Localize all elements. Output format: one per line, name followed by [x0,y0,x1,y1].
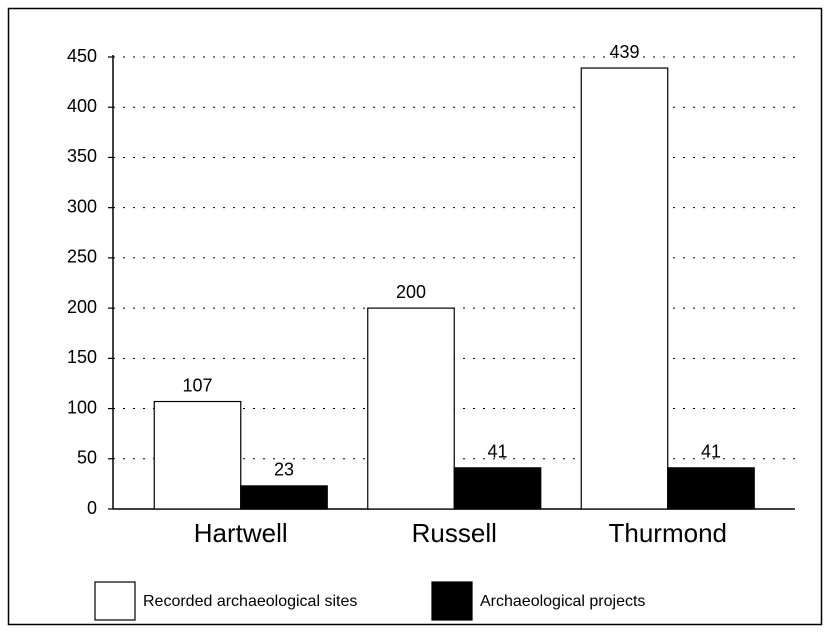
bar [367,307,455,510]
y-tick-label: 100 [67,397,97,417]
y-tick-label: 300 [67,196,97,216]
bar [667,467,755,510]
y-tick-label: 400 [67,96,97,116]
legend-label: Recorded archaeological sites [143,593,357,610]
x-tick-label: Hartwell [194,518,288,548]
y-tick-label: 200 [67,297,97,317]
bar [453,467,542,510]
y-tick-label: 250 [67,247,97,267]
legend-label: Archaeological projects [480,593,645,610]
value-label: 439 [609,42,639,62]
y-tick-label: 450 [67,46,97,66]
y-tick-label: 0 [87,498,97,518]
legend-swatch [431,581,473,621]
y-tick-label: 350 [67,146,97,166]
value-label: 41 [701,442,721,462]
bar [153,400,242,510]
bar [580,67,669,510]
x-tick-label: Thurmond [609,518,728,548]
y-tick-label: 50 [77,448,97,468]
x-tick-label: Russell [412,518,497,548]
legend-swatch [94,581,136,621]
value-label: 200 [396,282,426,302]
value-label: 23 [274,460,294,480]
bar [240,485,328,510]
y-tick-label: 150 [67,347,97,367]
value-label: 41 [487,442,507,462]
value-label: 107 [182,375,212,395]
